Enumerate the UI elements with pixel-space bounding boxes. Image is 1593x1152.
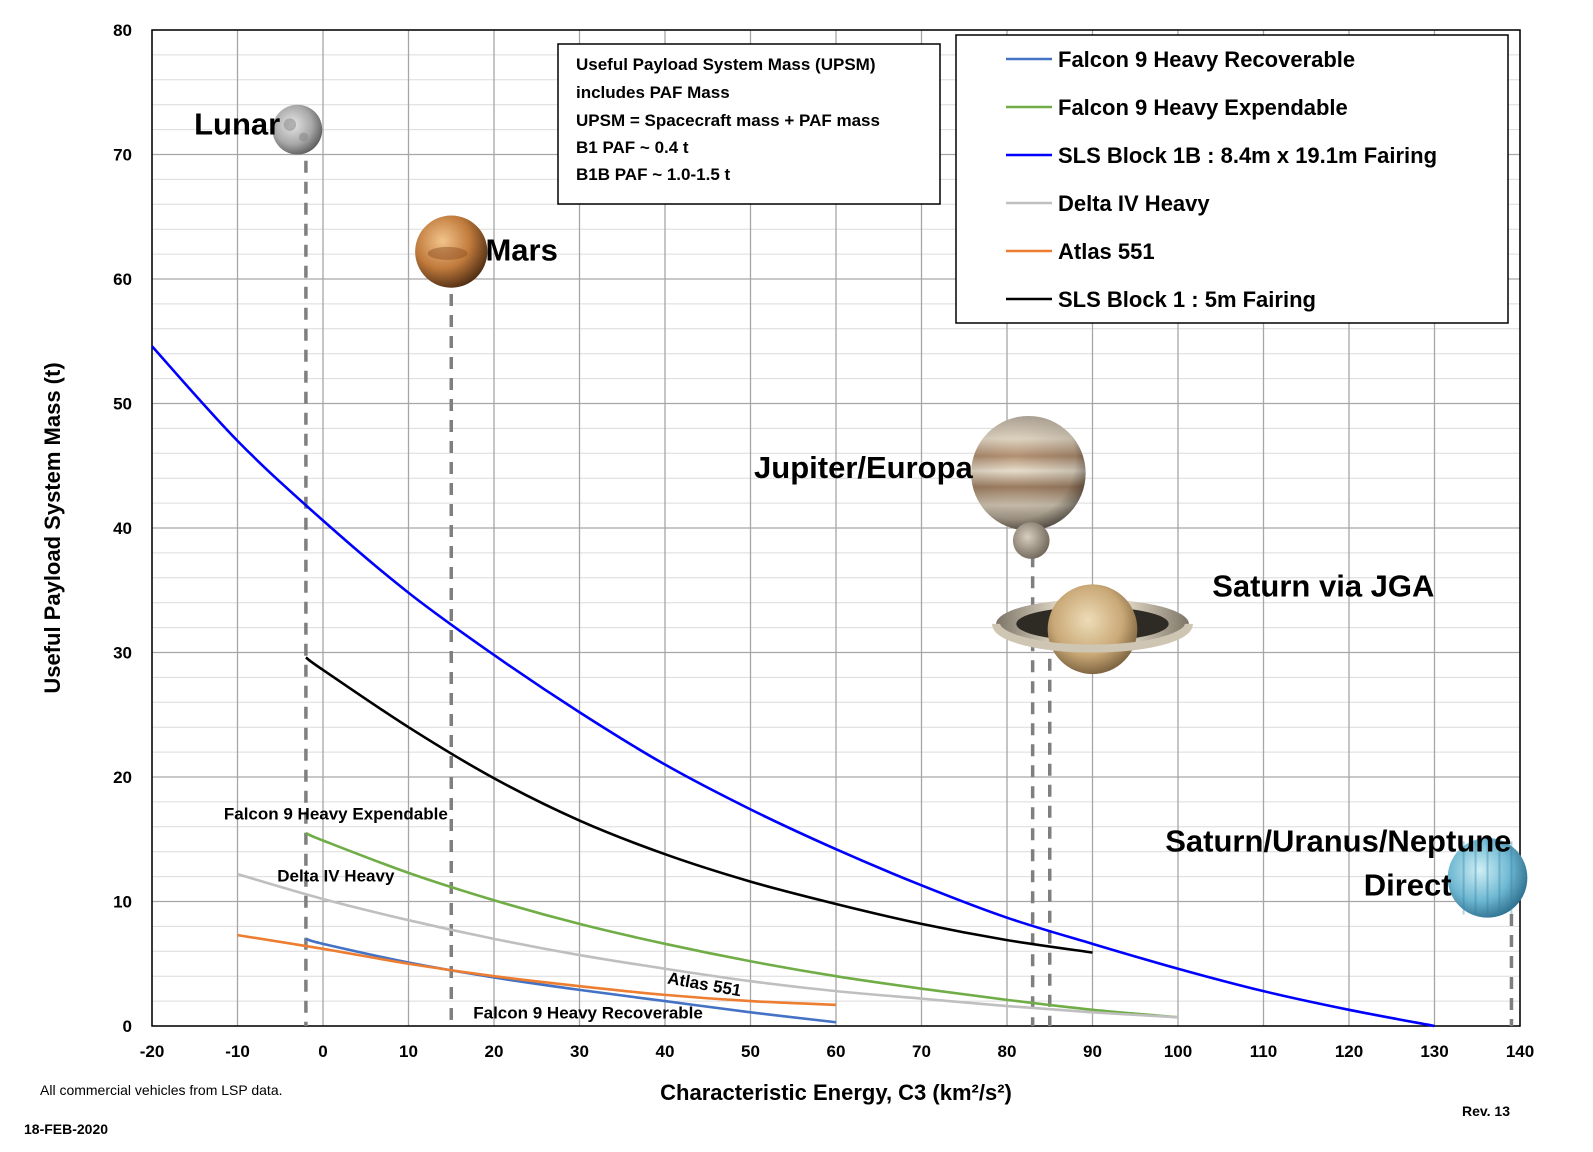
date-stamp: 18-FEB-2020 [24, 1121, 109, 1137]
y-tick-label: 70 [113, 146, 132, 165]
x-tick-label: 10 [399, 1042, 418, 1061]
series-line-0 [305, 937, 837, 1024]
source-note: All commercial vehicles from LSP data. [40, 1082, 283, 1098]
x-tick-label: 130 [1420, 1042, 1448, 1061]
note-line: B1B PAF ~ 1.0-1.5 t [576, 165, 730, 184]
jupiter-shade [971, 415, 1086, 531]
x-tick-label: -10 [225, 1042, 250, 1061]
x-tick-label: 70 [912, 1042, 931, 1061]
legend-entry: Falcon 9 Heavy Expendable [1058, 95, 1348, 120]
x-tick-label: 50 [741, 1042, 760, 1061]
legend-entry: Falcon 9 Heavy Recoverable [1058, 47, 1355, 72]
planet-images [272, 104, 1528, 918]
y-tick-label: 30 [113, 644, 132, 663]
x-tick-label: 0 [318, 1042, 327, 1061]
x-tick-label: 80 [998, 1042, 1017, 1061]
y-tick-label: 60 [113, 270, 132, 289]
x-tick-label: 100 [1164, 1042, 1192, 1061]
y-tick-label: 80 [113, 21, 132, 40]
series-line-4 [237, 933, 837, 1007]
x-tick-label: 110 [1250, 1042, 1277, 1061]
legend-entry: Delta IV Heavy [1058, 191, 1210, 216]
series-line-1 [305, 831, 1179, 1019]
x-axis-title: Characteristic Energy, C3 (km²/s²) [660, 1080, 1012, 1105]
note-box-frame [557, 43, 941, 205]
note-box: Useful Payload System Mass (UPSM) includ… [557, 43, 941, 205]
uranus-disc [1447, 838, 1528, 918]
mars-icon [415, 215, 488, 288]
note-line: B1 PAF ~ 0.4 t [576, 138, 689, 157]
mars-disc [415, 215, 488, 288]
destination-label: Direct [1364, 867, 1452, 902]
x-tick-label: 140 [1506, 1042, 1534, 1061]
axis-ticks: -20 -10 0 10 20 30 40 50 60 70 80 90 100 110 120 130 140… [113, 21, 1534, 1061]
saturn-disc [1047, 584, 1138, 675]
europa-disc [1012, 522, 1050, 559]
inline-series-label: Falcon 9 Heavy Expendable [224, 804, 448, 823]
jupiter-icon [971, 415, 1086, 559]
revision-label: Rev. 13 [1462, 1103, 1510, 1119]
note-line: includes PAF Mass [576, 83, 730, 102]
moon-crater [299, 132, 309, 142]
series-lines [151, 345, 1435, 1028]
y-tick-label: 0 [123, 1017, 132, 1036]
destination-label: Saturn via JGA [1212, 568, 1434, 603]
y-axis-title: Useful Payload System Mass (t) [40, 362, 65, 693]
y-tick-label: 10 [113, 893, 132, 912]
x-tick-label: 60 [827, 1042, 846, 1061]
x-tick-label: -20 [140, 1042, 165, 1061]
note-line: Useful Payload System Mass (UPSM) [576, 55, 875, 74]
mars-marking [427, 246, 468, 260]
destination-labels: Lunar Mars Jupiter/Europa Saturn via JGA Sat… [194, 107, 1511, 903]
x-tick-label: 30 [570, 1042, 589, 1061]
moon-crater [283, 118, 297, 131]
legend: Falcon 9 Heavy Recoverable Falcon 9 Heavy… [955, 34, 1509, 324]
legend-entry: SLS Block 1B : 8.4m x 19.1m Fairing [1058, 143, 1437, 168]
x-tick-label: 40 [656, 1042, 675, 1061]
series-line-2 [151, 345, 1435, 1028]
destination-label: Mars [485, 232, 557, 267]
inline-series-label: Falcon 9 Heavy Recoverable [473, 1004, 703, 1023]
moon-disc [272, 104, 323, 155]
y-tick-label: 20 [113, 768, 132, 787]
moon-icon [272, 104, 323, 155]
destination-label: Saturn/Uranus/Neptune [1165, 824, 1511, 859]
destination-label: Jupiter/Europa [754, 450, 974, 485]
saturn-ring-front [992, 623, 1193, 653]
legend-frame [955, 34, 1509, 324]
series-line-3 [237, 872, 1179, 1019]
legend-entry: SLS Block 1 : 5m Fairing [1058, 287, 1316, 312]
y-tick-label: 40 [113, 519, 132, 538]
note-line: UPSM = Spacecraft mass + PAF mass [576, 111, 880, 130]
x-tick-label: 20 [485, 1042, 504, 1061]
x-tick-label: 90 [1083, 1042, 1102, 1061]
destination-label: Lunar [194, 107, 280, 142]
x-tick-label: 120 [1335, 1042, 1363, 1061]
legend-entry: Atlas 551 [1058, 239, 1155, 264]
inline-series-label: Delta IV Heavy [277, 867, 395, 886]
saturn-icon [992, 584, 1193, 675]
plot-area-border [151, 29, 1521, 1027]
y-tick-label: 50 [113, 395, 132, 414]
series-line-5 [305, 656, 1093, 954]
uranus-icon [1447, 838, 1528, 918]
